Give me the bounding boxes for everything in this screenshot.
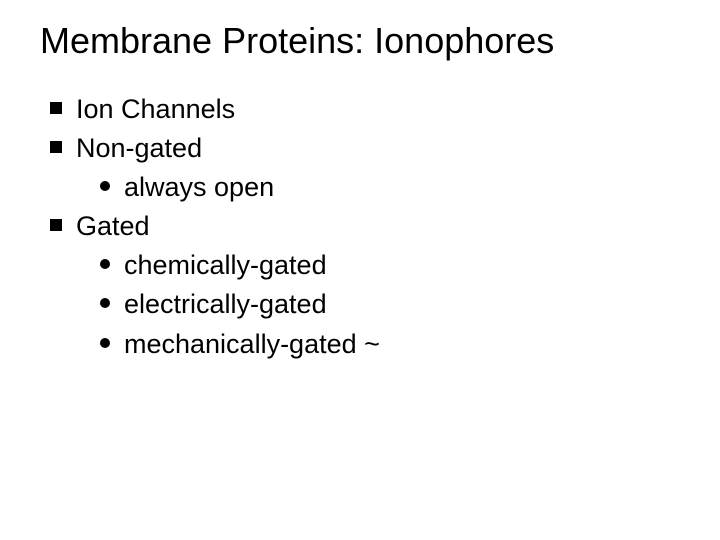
- list-item: Non-gated: [50, 131, 690, 166]
- list-item: electrically-gated: [100, 287, 690, 322]
- item-text: Ion Channels: [76, 92, 235, 127]
- list-item: always open: [100, 170, 690, 205]
- round-bullet-icon: [100, 298, 110, 308]
- item-text: chemically-gated: [124, 248, 327, 283]
- square-bullet-icon: [50, 102, 62, 114]
- bullet-list: Ion Channels Non-gated always open Gated…: [50, 92, 690, 362]
- item-text: mechanically-gated ~: [124, 327, 380, 362]
- item-text: Non-gated: [76, 131, 202, 166]
- list-item: Ion Channels: [50, 92, 690, 127]
- item-text: Gated: [76, 209, 150, 244]
- item-text: electrically-gated: [124, 287, 327, 322]
- round-bullet-icon: [100, 338, 110, 348]
- round-bullet-icon: [100, 181, 110, 191]
- square-bullet-icon: [50, 141, 62, 153]
- item-text: always open: [124, 170, 274, 205]
- list-item: mechanically-gated ~: [100, 327, 690, 362]
- square-bullet-icon: [50, 219, 62, 231]
- round-bullet-icon: [100, 259, 110, 269]
- slide-title: Membrane Proteins: Ionophores: [40, 20, 690, 62]
- list-item: chemically-gated: [100, 248, 690, 283]
- list-item: Gated: [50, 209, 690, 244]
